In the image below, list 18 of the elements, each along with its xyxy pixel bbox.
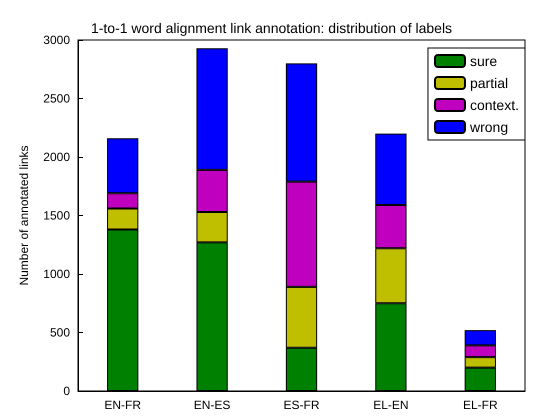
x-tick-label: EN-FR xyxy=(104,398,142,412)
legend-label: context. xyxy=(470,97,520,113)
y-tick-label: 3000 xyxy=(43,33,70,47)
y-tick-label: 2000 xyxy=(43,150,70,164)
y-tick-label: 2500 xyxy=(43,92,70,106)
x-tick-label: EN-ES xyxy=(194,398,230,412)
x-tick-label: EL-FR xyxy=(462,398,498,412)
y-tick-label: 1500 xyxy=(43,208,70,222)
y-tick-label: 0 xyxy=(63,384,70,398)
x-tick-label: ES-FR xyxy=(284,398,320,412)
x-tick-label: EL-EN xyxy=(373,398,409,412)
legend-label: wrong xyxy=(468,119,508,135)
y-tick-label: 500 xyxy=(50,326,70,340)
chart-title: 1-to-1 word alignment link annotation: distribution of labels xyxy=(90,20,452,36)
legend-label: sure xyxy=(470,53,498,69)
legend-label: partial xyxy=(470,75,508,91)
y-axis-title: Number of annotated links xyxy=(17,145,31,286)
y-tick-label: 1000 xyxy=(43,267,70,281)
